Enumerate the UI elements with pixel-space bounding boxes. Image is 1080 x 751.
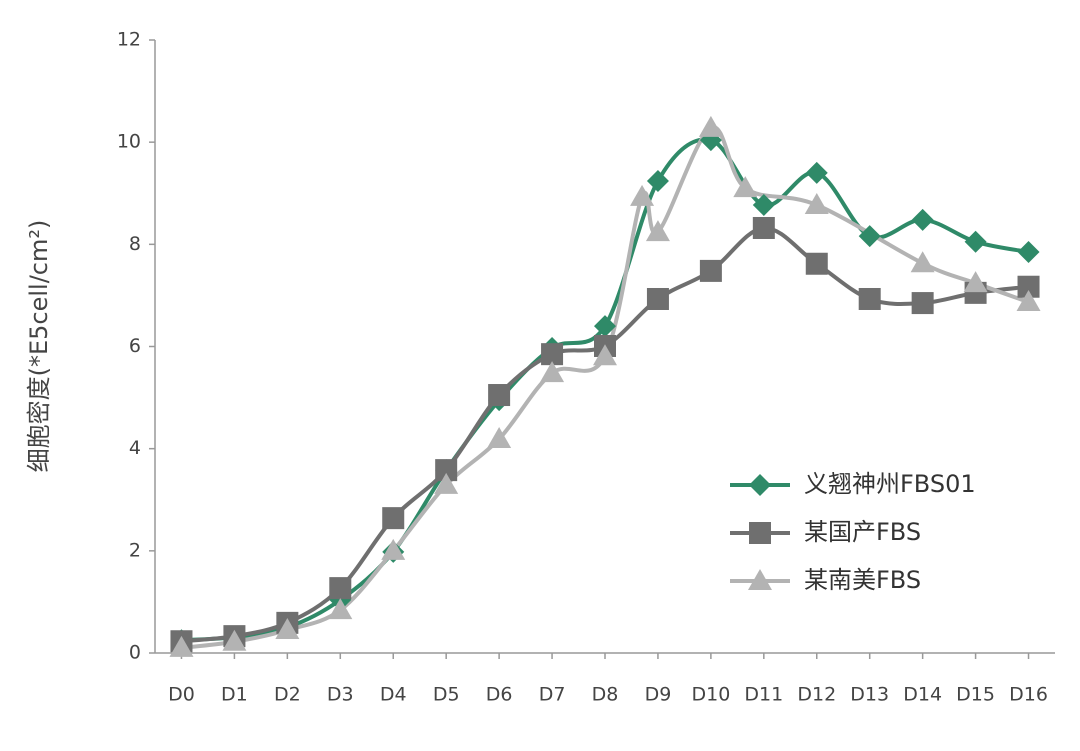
legend-marker — [748, 569, 772, 590]
x-tick-label: D2 — [274, 684, 301, 706]
legend-marker — [749, 522, 771, 544]
data-point — [963, 271, 988, 293]
data-point — [593, 344, 617, 366]
x-tick-label: D3 — [327, 684, 354, 706]
legend-label: 某国产FBS — [804, 518, 921, 546]
data-point — [910, 251, 935, 273]
y-tick-label: 12 — [117, 29, 141, 51]
x-tick-label: D4 — [380, 684, 407, 706]
data-point — [382, 507, 405, 530]
legend-label: 某南美FBS — [804, 566, 921, 594]
y-tick-label: 0 — [129, 642, 141, 664]
data-point — [275, 618, 300, 640]
data-point — [222, 629, 247, 651]
data-point — [540, 361, 565, 383]
data-point — [699, 259, 722, 282]
x-tick-label: D7 — [539, 684, 566, 706]
data-point — [646, 287, 669, 310]
data-point — [1017, 240, 1040, 263]
data-point — [1017, 275, 1040, 298]
y-tick-label: 8 — [129, 233, 141, 255]
data-point — [752, 193, 775, 216]
y-axis-label: 细胞密度(*E5cell/cm²) — [25, 220, 53, 473]
x-tick-label: D13 — [850, 684, 889, 706]
data-point — [381, 538, 406, 560]
data-point — [1016, 290, 1041, 312]
data-point — [698, 115, 723, 137]
data-point — [858, 287, 881, 310]
data-point — [487, 426, 512, 448]
data-point — [630, 184, 655, 206]
data-point — [911, 292, 934, 315]
data-point — [805, 252, 828, 275]
y-tick-label: 10 — [117, 131, 141, 153]
data-point — [329, 577, 352, 600]
data-point — [594, 315, 616, 338]
y-tick-label: 4 — [129, 437, 141, 459]
x-tick-label: D0 — [168, 684, 195, 706]
x-tick-label: D11 — [744, 684, 783, 706]
data-point — [911, 208, 934, 231]
legend-marker — [749, 474, 771, 496]
legend: 义翘神州FBS01 某国产FBS 某南美FBS — [730, 470, 976, 594]
data-point — [805, 161, 828, 184]
x-tick-label: D1 — [221, 684, 248, 706]
data-point — [752, 216, 775, 239]
data-point — [434, 472, 459, 494]
data-point — [964, 230, 987, 253]
x-tick-label: D6 — [486, 684, 513, 706]
data-point — [858, 225, 881, 248]
data-point — [488, 384, 511, 407]
data-point — [169, 635, 194, 657]
legend-label: 义翘神州FBS01 — [804, 470, 976, 498]
data-point — [435, 459, 458, 482]
y-tick-label: 6 — [129, 335, 141, 357]
x-tick-label: D12 — [797, 684, 836, 706]
data-point — [646, 169, 669, 192]
data-point — [804, 192, 829, 214]
x-tick-label: D16 — [1009, 684, 1048, 706]
x-tick-label: D8 — [592, 684, 619, 706]
x-tick-label: D5 — [433, 684, 460, 706]
data-point — [541, 343, 564, 366]
x-tick-label: D15 — [956, 684, 995, 706]
y-tick-label: 2 — [129, 539, 141, 561]
data-point — [645, 220, 670, 242]
data-point — [733, 176, 758, 198]
data-point — [328, 598, 353, 620]
x-tick-label: D9 — [645, 684, 672, 706]
x-tick-label: D14 — [903, 684, 942, 706]
x-tick-label: D10 — [691, 684, 730, 706]
